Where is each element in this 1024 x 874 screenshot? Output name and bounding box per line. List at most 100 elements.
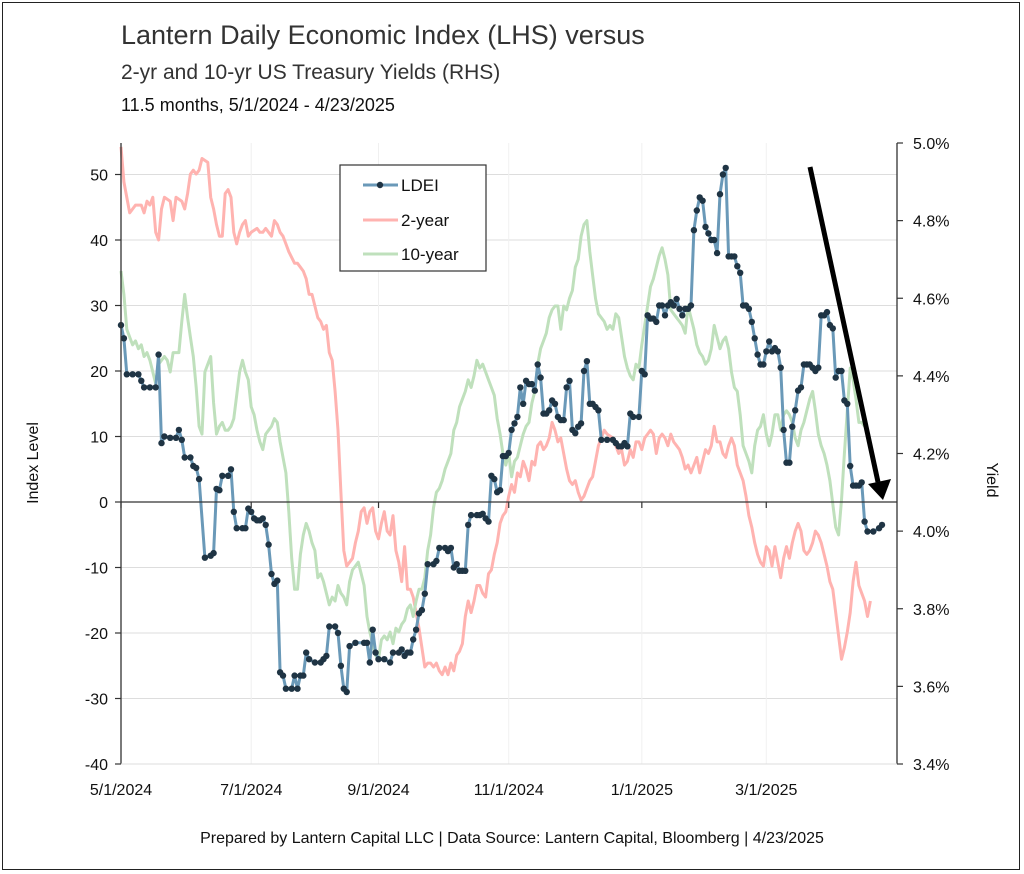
ldei-point <box>719 171 727 178</box>
ldei-point <box>763 348 770 355</box>
ldei-point <box>563 384 570 391</box>
y2-tick-label: 4.4% <box>913 369 949 386</box>
ldei-point <box>864 528 871 535</box>
ldei-point <box>713 249 721 257</box>
ldei-point <box>687 302 695 309</box>
ldei-point <box>259 515 266 522</box>
y-tick-label: -20 <box>85 626 108 643</box>
ldei-point <box>363 639 371 646</box>
y-axis-label: Index Level <box>25 422 42 504</box>
ldei-point <box>305 656 313 663</box>
ldei-point <box>847 462 854 470</box>
ldei-point <box>734 263 741 270</box>
ldei-point <box>381 656 388 663</box>
ldei-point <box>375 656 382 663</box>
ldei-point <box>343 688 350 696</box>
ldei-point <box>737 269 744 276</box>
ldei-point <box>219 472 226 479</box>
ldei-point <box>242 525 249 532</box>
y2-tick-label: 3.8% <box>913 602 949 619</box>
y-tick-label: 0 <box>99 495 108 512</box>
ldei-point <box>496 487 504 494</box>
ldei-point <box>447 544 455 552</box>
y2-tick-label: 3.4% <box>913 757 949 774</box>
ldei-point <box>410 636 417 643</box>
y-tick-label: 30 <box>90 299 108 316</box>
ldei-point <box>777 364 784 371</box>
ldei-point <box>288 685 295 692</box>
ldei-point <box>418 606 426 614</box>
arrow-head-icon <box>868 479 891 500</box>
ldei-point <box>224 472 232 479</box>
y-tick-label: -40 <box>85 757 108 774</box>
ldei-point <box>369 626 376 633</box>
ldei-point <box>635 413 643 421</box>
ldei-point <box>792 407 799 414</box>
ldei-point <box>161 433 168 440</box>
series-10-year <box>119 219 866 661</box>
ldei-point <box>181 454 188 461</box>
ldei-point <box>230 508 237 515</box>
ldei-point <box>346 642 353 650</box>
ldei-point <box>193 464 200 472</box>
ldei-point <box>760 361 767 368</box>
y2-tick-label: 4.6% <box>913 291 949 308</box>
ldei-point <box>175 426 183 434</box>
ldei-point <box>138 377 145 384</box>
y-tick-label: 20 <box>90 364 108 381</box>
x-tick-label: 3/1/2025 <box>735 782 797 799</box>
ldei-point <box>505 449 512 457</box>
ldei-point <box>511 420 518 427</box>
ldei-point <box>334 629 342 637</box>
ldei-point <box>120 335 128 342</box>
ldei-point <box>690 227 698 234</box>
ldei-point <box>711 236 718 244</box>
ldei-point <box>282 685 290 692</box>
ldei-point <box>823 308 831 316</box>
ldei-point <box>572 430 579 437</box>
ldei-point <box>624 443 631 450</box>
ldei-point <box>155 351 162 358</box>
ldei-point <box>551 400 559 407</box>
ldei-point <box>722 164 729 172</box>
ldei-point <box>577 420 585 427</box>
ldei-point <box>210 549 217 557</box>
ldei-point <box>178 436 185 443</box>
ldei-point <box>311 659 319 666</box>
y2-tick-label: 3.6% <box>913 679 949 696</box>
chart-title: Lantern Daily Economic Index (LHS) versu… <box>121 20 645 50</box>
ldei-point <box>546 407 553 414</box>
ldei-point <box>294 685 301 692</box>
ldei-point <box>129 371 136 378</box>
ldei-point <box>424 561 431 568</box>
ldei-point <box>780 426 787 434</box>
ldei-point <box>462 567 469 574</box>
ldei-point <box>679 312 686 319</box>
ldei-point <box>838 367 845 375</box>
ldei-point <box>398 646 405 653</box>
ldei-point <box>580 367 588 375</box>
ldei-point <box>491 475 498 483</box>
x-tick-label: 7/1/2024 <box>220 782 282 799</box>
ldei-point <box>407 649 414 656</box>
x-tick-label: 11/1/2024 <box>474 782 544 799</box>
y2-axis-label: Yield <box>983 463 1000 498</box>
ldei-point <box>774 348 781 355</box>
ldei-point <box>303 649 310 656</box>
ldei-point <box>123 371 130 378</box>
ldei-point <box>352 639 359 646</box>
chart-subtitle: 2-yr and 10-yr US Treasury Yields (RHS) <box>121 61 501 84</box>
y2-tick-label: 4.2% <box>913 447 949 464</box>
ldei-point <box>146 384 154 391</box>
ldei-point <box>412 626 420 633</box>
y2-tick-label: 5.0% <box>913 136 949 153</box>
ldei-point <box>751 335 758 342</box>
chart-period: 11.5 months, 5/1/2024 - 4/23/2025 <box>121 95 395 115</box>
ldei-point <box>195 475 203 483</box>
ldei-point <box>465 521 472 529</box>
ldei-point <box>534 361 541 368</box>
ldei-point <box>274 577 281 584</box>
ldei-point <box>673 295 680 303</box>
ldei-point <box>861 518 868 525</box>
